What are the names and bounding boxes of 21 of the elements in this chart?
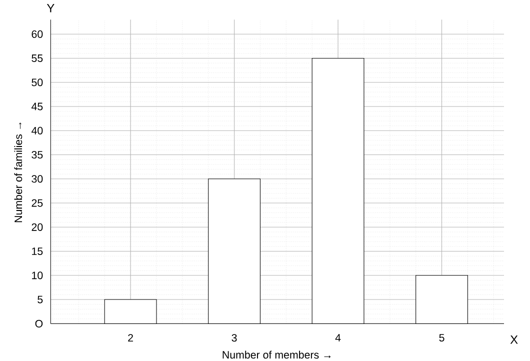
y-axis-title: Number of families → [14, 122, 22, 222]
y-tick-label: O [35, 320, 43, 328]
y-tick-label: 35 [32, 151, 43, 159]
y-tick-label: 25 [32, 199, 43, 207]
text: Y [46, 4, 54, 12]
x-tick-label: 4 [335, 334, 341, 342]
y-tick-label: 45 [32, 102, 43, 110]
y-tick-label: 5 [38, 296, 43, 304]
y-tick-label: 60 [32, 30, 43, 38]
y-tick-label: 30 [32, 175, 43, 183]
y-tick-label: 40 [32, 126, 43, 134]
y-tick-label: 55 [32, 54, 43, 62]
x-tick-label: 5 [439, 334, 444, 342]
y-tick-label: 15 [32, 248, 43, 256]
x-tick-label: 3 [232, 334, 237, 342]
y-tick-label: 20 [32, 223, 43, 231]
x-axis-title: Number of members → [222, 350, 331, 359]
y-tick-label: 50 [32, 78, 43, 86]
text: X [510, 336, 518, 344]
x-tick-label: 2 [128, 334, 133, 342]
y-tick-label: 10 [32, 272, 43, 280]
